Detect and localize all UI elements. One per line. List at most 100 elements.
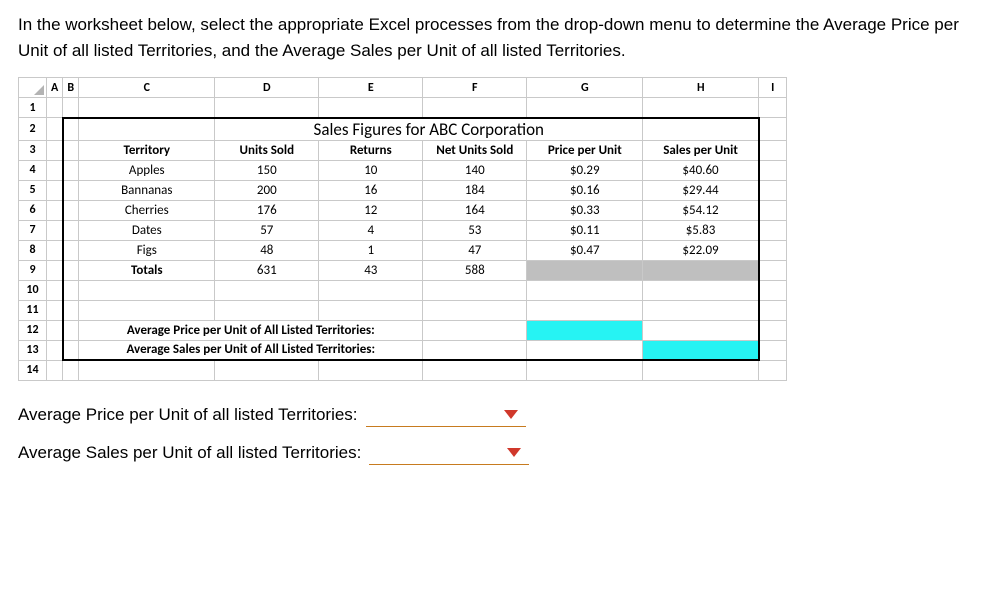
dropdown-avg-sales[interactable] bbox=[369, 441, 529, 465]
row-header-1[interactable]: 1 bbox=[19, 98, 47, 118]
col-header-a[interactable]: A bbox=[47, 78, 63, 98]
dropdown-avg-price[interactable] bbox=[366, 403, 526, 427]
cell[interactable] bbox=[319, 360, 423, 380]
cell[interactable] bbox=[423, 300, 527, 320]
cell[interactable]: 16 bbox=[319, 180, 423, 200]
cell[interactable]: 53 bbox=[423, 220, 527, 240]
cell[interactable]: $0.47 bbox=[527, 240, 643, 260]
col-header-g[interactable]: G bbox=[527, 78, 643, 98]
cell[interactable] bbox=[759, 280, 787, 300]
cell[interactable] bbox=[47, 200, 63, 220]
cell[interactable] bbox=[79, 98, 215, 118]
cell[interactable] bbox=[63, 98, 79, 118]
cell[interactable]: 10 bbox=[319, 160, 423, 180]
cell[interactable]: Figs bbox=[79, 240, 215, 260]
cell[interactable] bbox=[47, 220, 63, 240]
cell[interactable] bbox=[47, 140, 63, 160]
cell[interactable] bbox=[527, 280, 643, 300]
row-header-3[interactable]: 3 bbox=[19, 140, 47, 160]
cell[interactable] bbox=[63, 118, 79, 141]
cell[interactable] bbox=[79, 118, 215, 141]
cell[interactable] bbox=[423, 360, 527, 380]
cell[interactable] bbox=[79, 300, 215, 320]
col-header-d[interactable]: D bbox=[215, 78, 319, 98]
cell[interactable] bbox=[47, 160, 63, 180]
cell[interactable]: Cherries bbox=[79, 200, 215, 220]
cell[interactable] bbox=[759, 160, 787, 180]
cell[interactable]: Apples bbox=[79, 160, 215, 180]
cell[interactable] bbox=[759, 180, 787, 200]
cell[interactable]: 200 bbox=[215, 180, 319, 200]
cell[interactable] bbox=[759, 118, 787, 141]
col-sales-per-unit[interactable]: Sales per Unit bbox=[643, 140, 759, 160]
cell[interactable] bbox=[63, 180, 79, 200]
cell[interactable]: 48 bbox=[215, 240, 319, 260]
cell[interactable]: $5.83 bbox=[643, 220, 759, 240]
col-header-c[interactable]: C bbox=[79, 78, 215, 98]
cell[interactable]: Bannanas bbox=[79, 180, 215, 200]
cell[interactable] bbox=[215, 300, 319, 320]
row-header-11[interactable]: 11 bbox=[19, 300, 47, 320]
cell[interactable] bbox=[47, 300, 63, 320]
col-price-per-unit[interactable]: Price per Unit bbox=[527, 140, 643, 160]
row-header-5[interactable]: 5 bbox=[19, 180, 47, 200]
cell[interactable] bbox=[215, 360, 319, 380]
cell[interactable] bbox=[423, 98, 527, 118]
cell[interactable] bbox=[759, 98, 787, 118]
cell[interactable]: 150 bbox=[215, 160, 319, 180]
cell[interactable] bbox=[759, 240, 787, 260]
cell[interactable]: $0.16 bbox=[527, 180, 643, 200]
cell[interactable] bbox=[215, 98, 319, 118]
cell[interactable] bbox=[47, 98, 63, 118]
row-header-8[interactable]: 8 bbox=[19, 240, 47, 260]
cell[interactable] bbox=[759, 140, 787, 160]
col-header-h[interactable]: H bbox=[643, 78, 759, 98]
cell[interactable]: 176 bbox=[215, 200, 319, 220]
cell[interactable] bbox=[527, 98, 643, 118]
cell[interactable] bbox=[759, 200, 787, 220]
cell[interactable] bbox=[643, 360, 759, 380]
cell[interactable] bbox=[643, 300, 759, 320]
col-header-e[interactable]: E bbox=[319, 78, 423, 98]
sheet-title[interactable]: Sales Figures for ABC Corporation bbox=[215, 118, 643, 141]
avg-price-label[interactable]: Average Price per Unit of All Listed Ter… bbox=[79, 320, 423, 340]
row-header-4[interactable]: 4 bbox=[19, 160, 47, 180]
cell[interactable]: $0.29 bbox=[527, 160, 643, 180]
cell[interactable] bbox=[63, 340, 79, 360]
avg-sales-label[interactable]: Average Sales per Unit of All Listed Ter… bbox=[79, 340, 423, 360]
cell[interactable]: 1 bbox=[319, 240, 423, 260]
cell[interactable] bbox=[63, 360, 79, 380]
col-units-sold[interactable]: Units Sold bbox=[215, 140, 319, 160]
cell[interactable] bbox=[423, 340, 527, 360]
col-returns[interactable]: Returns bbox=[319, 140, 423, 160]
cell[interactable]: Dates bbox=[79, 220, 215, 240]
cell[interactable] bbox=[759, 320, 787, 340]
cell[interactable]: $0.33 bbox=[527, 200, 643, 220]
cell[interactable]: $40.60 bbox=[643, 160, 759, 180]
cell[interactable]: 12 bbox=[319, 200, 423, 220]
cell[interactable]: 47 bbox=[423, 240, 527, 260]
cell[interactable] bbox=[47, 240, 63, 260]
cell-grey[interactable] bbox=[527, 260, 643, 280]
cell[interactable] bbox=[643, 118, 759, 141]
cell[interactable] bbox=[47, 260, 63, 280]
select-all-cell[interactable] bbox=[19, 78, 47, 98]
cell[interactable] bbox=[63, 220, 79, 240]
cell[interactable] bbox=[759, 360, 787, 380]
cell[interactable] bbox=[63, 280, 79, 300]
cell[interactable] bbox=[215, 280, 319, 300]
cell[interactable] bbox=[759, 260, 787, 280]
cell[interactable] bbox=[63, 320, 79, 340]
cell[interactable] bbox=[643, 280, 759, 300]
cell[interactable]: $0.11 bbox=[527, 220, 643, 240]
col-header-i[interactable]: I bbox=[759, 78, 787, 98]
cell[interactable] bbox=[47, 180, 63, 200]
cell[interactable] bbox=[47, 118, 63, 141]
cell[interactable]: 184 bbox=[423, 180, 527, 200]
cell[interactable] bbox=[643, 98, 759, 118]
avg-sales-result-cell[interactable] bbox=[643, 340, 759, 360]
cell[interactable] bbox=[63, 260, 79, 280]
col-net-units[interactable]: Net Units Sold bbox=[423, 140, 527, 160]
cell[interactable] bbox=[63, 140, 79, 160]
row-header-14[interactable]: 14 bbox=[19, 360, 47, 380]
